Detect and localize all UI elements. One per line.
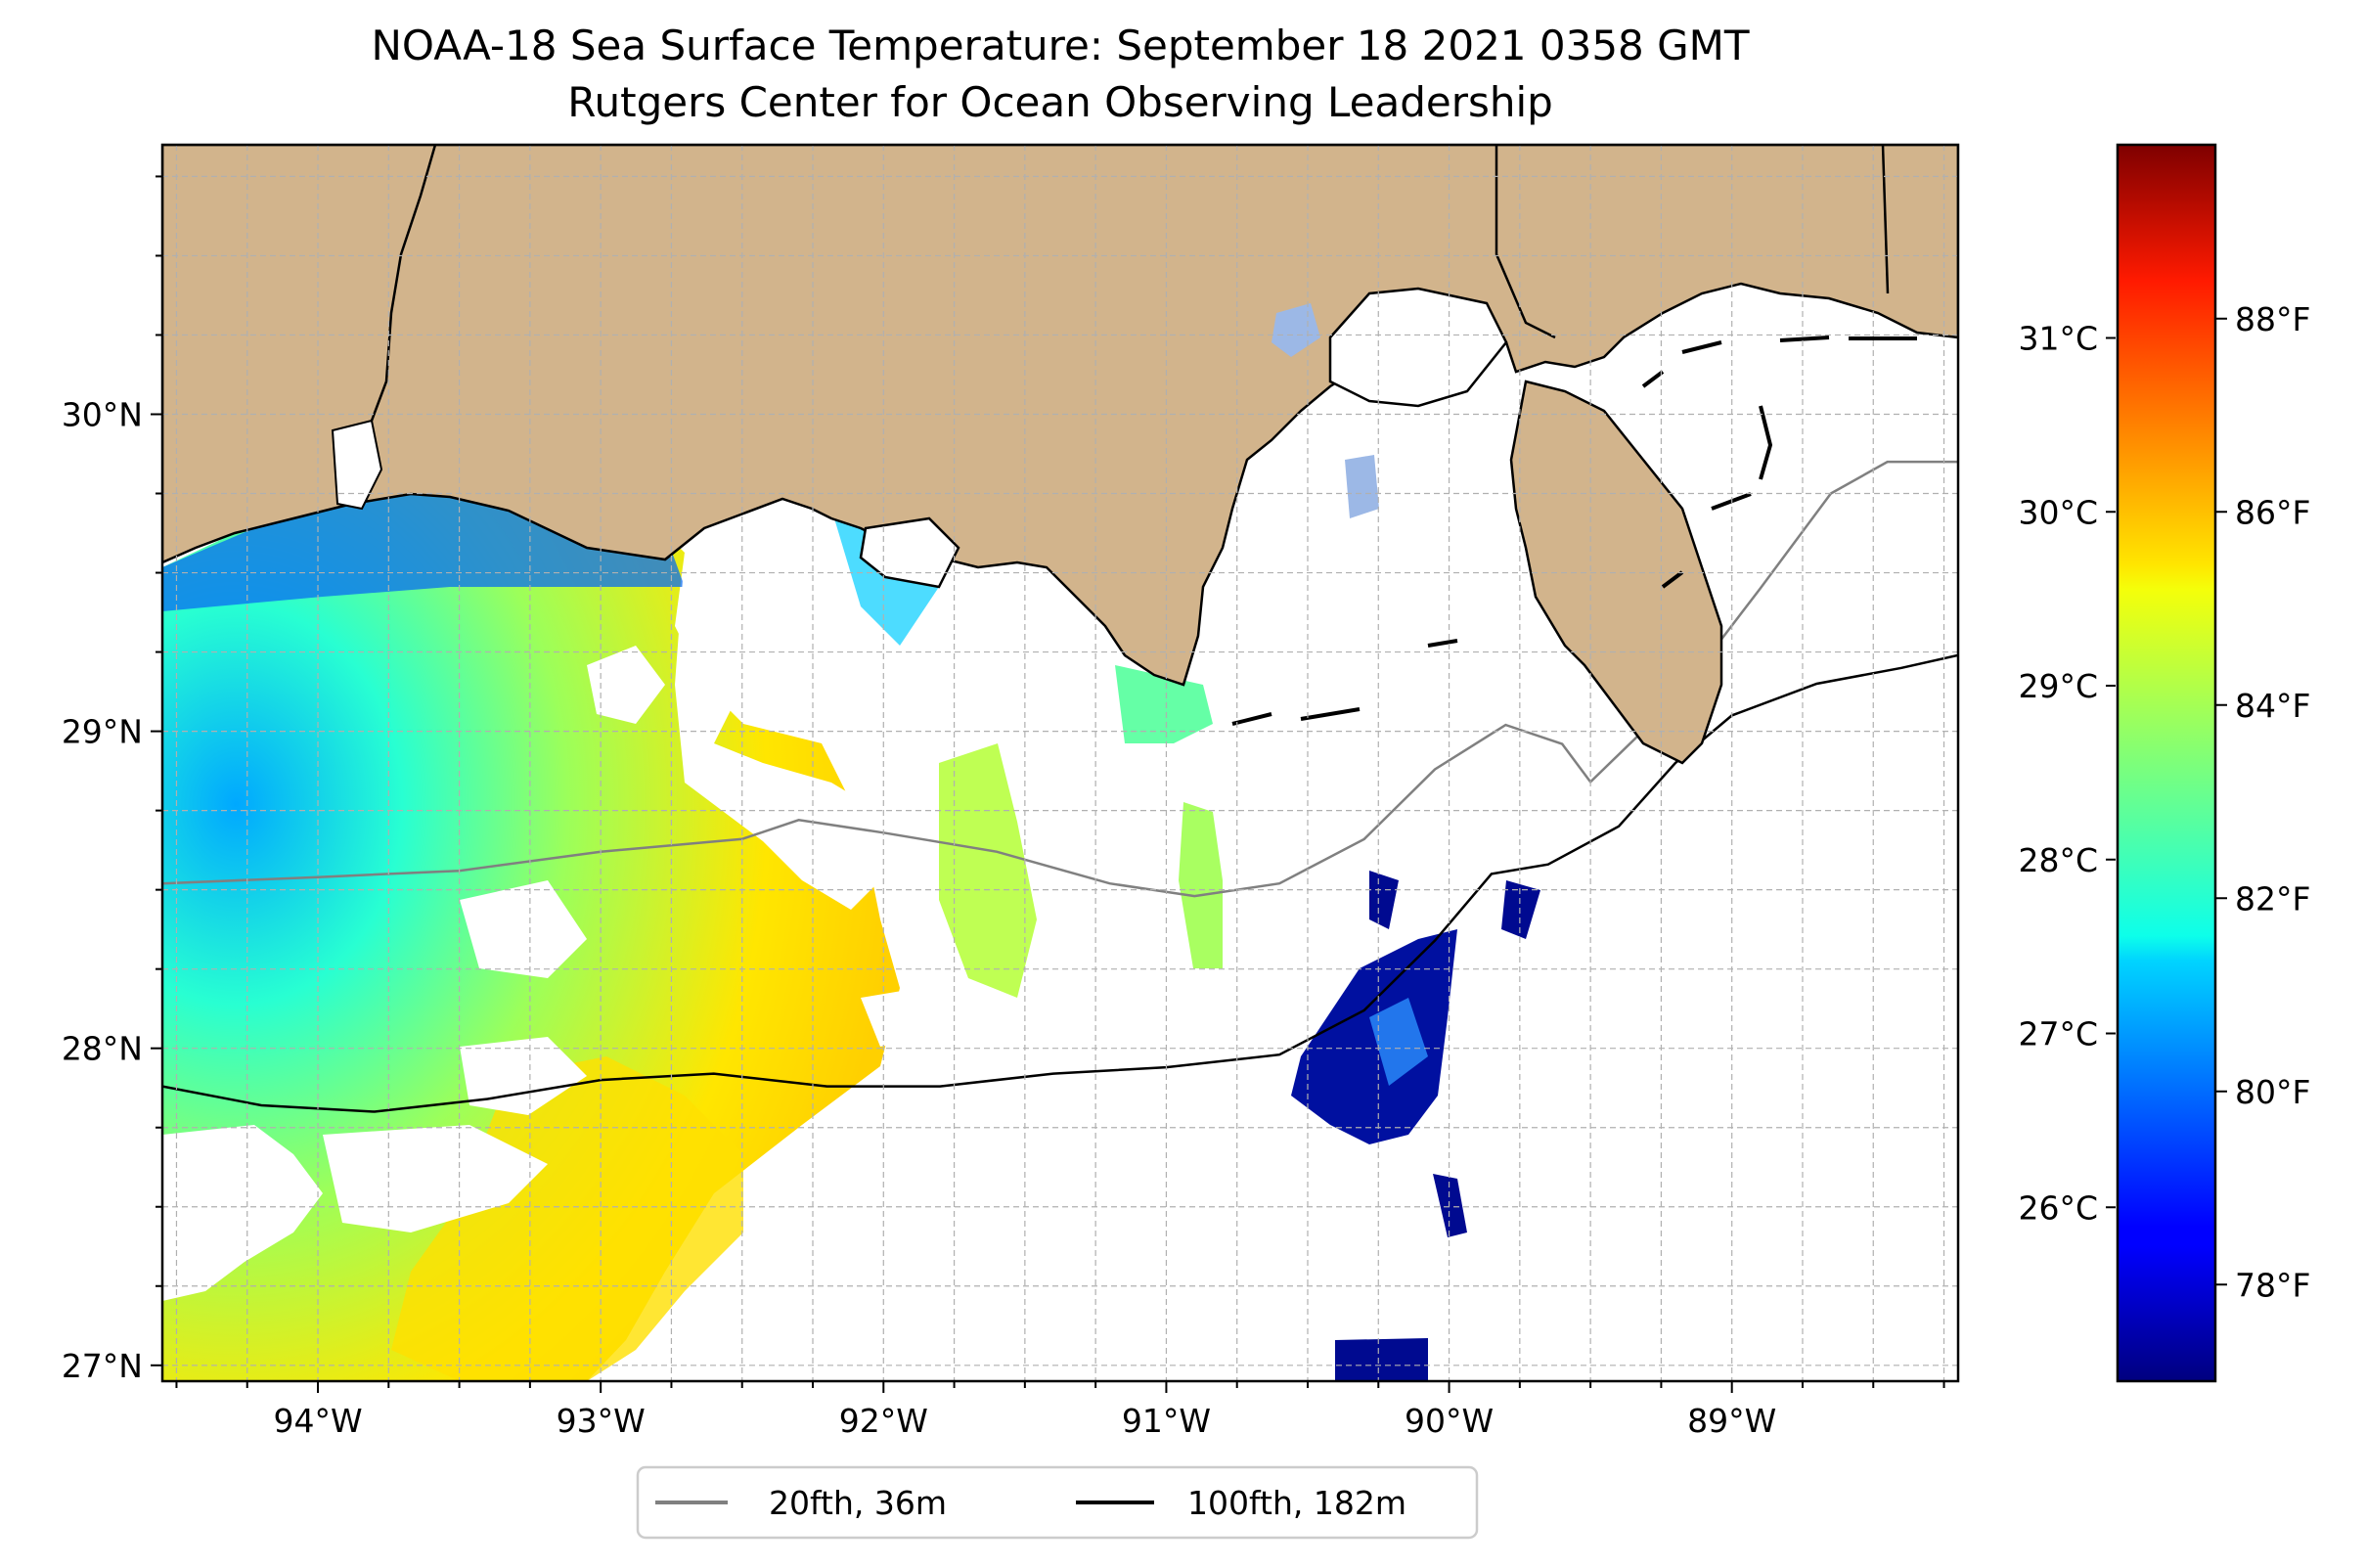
sst-cold-speck-4 — [1335, 1338, 1428, 1381]
colorbar-f-tick-label: 82°F — [2235, 879, 2310, 918]
lon-tick-label: 91°W — [1122, 1402, 1211, 1440]
calcasieu-lake — [331, 419, 383, 511]
colorbar-fahrenheit-ticks: 78°F 80°F 82°F 84°F 86°F 88°F — [2215, 300, 2310, 1304]
state-boundary-tx-la — [370, 145, 437, 422]
lake-salvador — [1345, 455, 1379, 518]
legend-label-100fth: 100fth, 182m — [1187, 1484, 1406, 1522]
state-boundary-ms-al — [1881, 145, 1890, 294]
colorbar-f-tick-label: 84°F — [2235, 687, 2310, 725]
longitude-ticks: 94°W 93°W 92°W 91°W 90°W 89°W — [175, 1381, 1945, 1440]
sst-cold-patch — [1291, 929, 1457, 1144]
colorbar-f-tick-label: 88°F — [2235, 300, 2310, 338]
sst-strip-patch — [1179, 802, 1223, 968]
colorbar-c-tick-label: 31°C — [2018, 320, 2098, 358]
legend: 20fth, 36m 100fth, 182m — [636, 1465, 1479, 1540]
vermilion-bay — [859, 516, 960, 589]
state-boundary-la-ms — [1495, 145, 1556, 339]
lake-pontchartrain — [1328, 287, 1508, 408]
land-mainland — [162, 145, 1958, 687]
colorbar-c-tick-label: 30°C — [2018, 493, 2098, 531]
land-mississippi-delta — [1509, 380, 1723, 765]
lat-tick-label: 27°N — [62, 1347, 143, 1385]
lat-tick-label: 30°N — [62, 395, 143, 433]
lon-tick-label: 93°W — [557, 1402, 646, 1440]
colorbar-f-tick-label: 80°F — [2235, 1073, 2310, 1111]
sst-cold-speck-2 — [1501, 880, 1540, 939]
colorbar-f-tick-label: 78°F — [2235, 1266, 2310, 1304]
colorbar-c-tick-label: 26°C — [2018, 1188, 2098, 1227]
map-subtitle: Rutgers Center for Ocean Observing Leade… — [567, 78, 1553, 126]
gridlines — [162, 145, 1958, 1381]
lon-tick-label: 94°W — [273, 1402, 362, 1440]
map-layers — [162, 145, 1958, 1381]
map-title: NOAA-18 Sea Surface Temperature: Septemb… — [371, 22, 1750, 69]
sst-cold-speck-1 — [1369, 871, 1399, 929]
latitude-ticks: 30°N 29°N 28°N 27°N — [62, 175, 162, 1385]
lon-tick-label: 89°W — [1687, 1402, 1776, 1440]
sst-cold-interior — [1369, 998, 1428, 1086]
colorbar-celsius-ticks: 26°C 27°C 28°C 29°C 30°C 31°C — [2018, 320, 2116, 1227]
legend-label-20fth: 20fth, 36m — [769, 1484, 947, 1522]
colorbar-c-tick-label: 29°C — [2018, 667, 2098, 705]
colorbar — [2116, 143, 2217, 1383]
cloud-gaps — [162, 553, 939, 1301]
legend-box — [636, 1465, 1479, 1540]
barrier-islands — [1231, 336, 1917, 726]
lon-tick-label: 92°W — [839, 1402, 928, 1440]
sst-mid-patch — [939, 743, 1037, 998]
lat-tick-label: 29°N — [62, 713, 143, 751]
sst-cold-speck-3 — [1433, 1174, 1467, 1237]
colorbar-f-tick-label: 86°F — [2235, 493, 2310, 531]
sst-bay-patch — [1115, 665, 1213, 743]
lat-tick-label: 28°N — [62, 1030, 143, 1068]
map-frame — [160, 143, 1960, 1383]
lon-tick-label: 90°W — [1405, 1402, 1494, 1440]
colorbar-c-tick-label: 27°C — [2018, 1015, 2098, 1053]
sst-warm-patch — [391, 1056, 743, 1381]
colorbar-c-tick-label: 28°C — [2018, 841, 2098, 879]
